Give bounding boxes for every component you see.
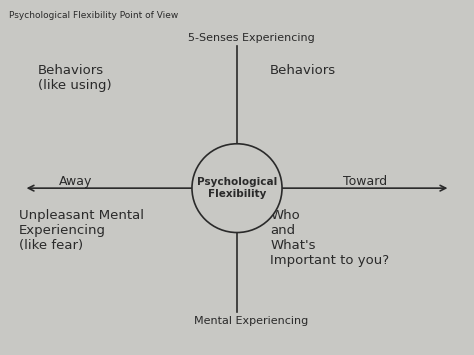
Text: 5-Senses Experiencing: 5-Senses Experiencing xyxy=(188,33,315,43)
Text: Unpleasant Mental
Experiencing
(like fear): Unpleasant Mental Experiencing (like fea… xyxy=(19,209,144,252)
Text: Psychological
Flexibility: Psychological Flexibility xyxy=(197,178,277,199)
Text: Behaviors
(like using): Behaviors (like using) xyxy=(38,64,111,92)
Text: Away: Away xyxy=(59,175,92,187)
Text: Psychological Flexibility Point of View: Psychological Flexibility Point of View xyxy=(9,11,179,20)
Ellipse shape xyxy=(192,144,282,233)
Text: Who
and
What's
Important to you?: Who and What's Important to you? xyxy=(270,209,389,267)
Text: Mental Experiencing: Mental Experiencing xyxy=(194,316,309,326)
Text: Toward: Toward xyxy=(343,175,387,187)
Text: Behaviors: Behaviors xyxy=(270,64,337,77)
